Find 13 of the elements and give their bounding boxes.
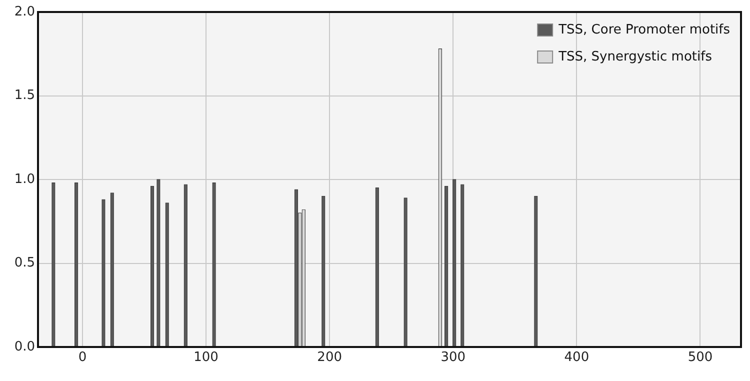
x-tick-label: 400 bbox=[564, 350, 590, 366]
x-tick-label: 300 bbox=[440, 350, 466, 366]
y-tick-label: 1.5 bbox=[14, 88, 35, 104]
y-tick-label: 0.0 bbox=[14, 339, 35, 354]
y-tick-label: 0.5 bbox=[14, 256, 35, 271]
y-tick-label: 1.0 bbox=[14, 172, 35, 187]
y-tick-label: 2.0 bbox=[14, 4, 35, 20]
x-tick-label: 500 bbox=[688, 350, 713, 366]
legend-label: TSS, Synergystic motifs bbox=[558, 49, 712, 64]
x-tick-label: 200 bbox=[317, 350, 342, 366]
x-tick-label: 0 bbox=[78, 350, 87, 366]
x-tick-label: 100 bbox=[194, 350, 218, 366]
legend-label: TSS, Core Promoter motifs bbox=[558, 22, 730, 38]
